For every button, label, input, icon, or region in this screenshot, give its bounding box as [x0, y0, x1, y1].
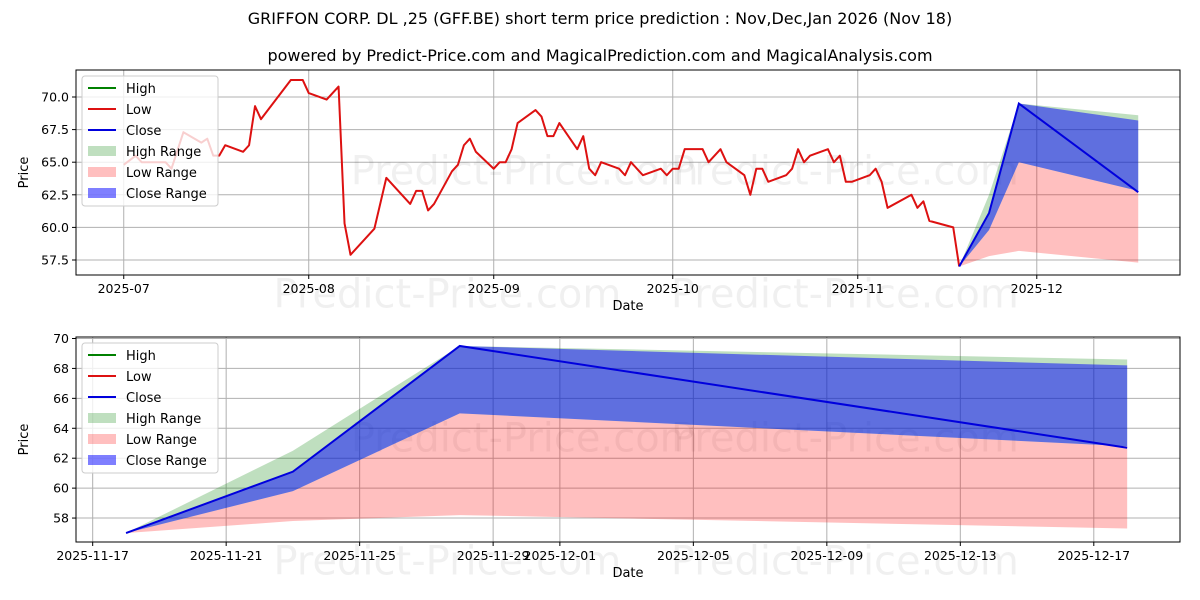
- x-tick-label: 2025-12-17: [1057, 548, 1130, 563]
- x-tick-label: 2025-12-13: [924, 548, 997, 563]
- x-tick-label: 2025-11: [832, 281, 884, 296]
- watermark: Predict-Price.com: [273, 539, 621, 585]
- chart-title: GRIFFON CORP. DL ,25 (GFF.BE) short term…: [247, 9, 953, 28]
- legend-swatch-patch: [88, 167, 116, 177]
- legend: High Low Close High Range Low Range Close Ran…: [81, 75, 219, 207]
- legend-label: Close Range: [126, 187, 207, 202]
- y-tick-label: 70: [53, 331, 69, 346]
- close-line: [958, 101, 1139, 268]
- y-tick-label: 64: [53, 421, 69, 436]
- low-range-band: [959, 162, 1139, 267]
- x-tick-label: 2025-12-05: [657, 548, 730, 563]
- legend-label: Low Range: [126, 433, 197, 448]
- x-tick-label: 2025-12-09: [791, 548, 864, 563]
- watermark: Predict-Price.com: [671, 539, 1019, 585]
- y-tick-label: 68: [53, 361, 69, 376]
- x-tick-label: 2025-09: [468, 281, 520, 296]
- legend-label: High Range: [126, 412, 201, 427]
- legend-swatch-patch: [88, 413, 116, 423]
- legend-swatch-patch: [88, 434, 116, 444]
- x-axis-label: Date: [612, 299, 643, 314]
- legend-label: Close: [126, 124, 161, 139]
- close-line: [125, 344, 1128, 534]
- y-axis-label: Price: [17, 424, 32, 456]
- y-tick-label: 58: [53, 511, 69, 526]
- chart-forecast: 2025-11-17 2025-11-21 2025-11-25 2025-11-29…: [17, 331, 1181, 585]
- y-tick-label: 67.5: [41, 122, 69, 137]
- close-range-band: [126, 345, 1128, 534]
- axes-frame: [75, 69, 1181, 276]
- legend-label: Close: [126, 391, 161, 406]
- chart-history: 2025-07 2025-08 2025-09 2025-10 2025-11 2025-…: [17, 69, 1181, 318]
- x-tick-label: 2025-10: [647, 281, 699, 296]
- legend-label: Low: [126, 103, 152, 118]
- legend-label: Low Range: [126, 166, 197, 181]
- low-line: [123, 79, 961, 267]
- x-tick-label: 2025-12-01: [524, 548, 597, 563]
- low-range-band: [126, 413, 1128, 534]
- y-tick-label: 60.0: [41, 220, 69, 235]
- y-tick-label: 66: [53, 391, 69, 406]
- watermark: Predict-Price.com: [671, 272, 1019, 318]
- y-tick-label: 60: [53, 481, 69, 496]
- y-tick-label: 70.0: [41, 89, 69, 104]
- y-tick-label: 62.5: [41, 187, 69, 202]
- x-tick-label: 2025-11-29: [457, 548, 530, 563]
- x-tick-label: 2025-11-21: [190, 548, 263, 563]
- legend-label: Low: [126, 370, 152, 385]
- x-tick-label: 2025-07: [98, 281, 150, 296]
- x-tick-label: 2025-11-17: [56, 548, 129, 563]
- close-range-band: [959, 103, 1139, 267]
- legend-label: High: [126, 82, 156, 97]
- y-tick-label: 62: [53, 451, 69, 466]
- y-tick-label: 65.0: [41, 155, 69, 170]
- legend-swatch-patch: [88, 188, 116, 198]
- axes-frame: [75, 336, 1181, 543]
- legend-swatch-patch: [88, 455, 116, 465]
- watermark: Predict-Price.com: [351, 149, 699, 195]
- legend-label: High: [126, 349, 156, 364]
- watermark: Predict-Price.com: [273, 272, 621, 318]
- legend-swatch-patch: [88, 146, 116, 156]
- watermark: Predict-Price.com: [671, 149, 1019, 195]
- x-tick-label: 2025-12: [1011, 281, 1063, 296]
- legend: High Low Close High Range Low Range Close Ran…: [81, 342, 219, 474]
- y-axis-label: Price: [17, 157, 32, 189]
- x-tick-label: 2025-11-25: [323, 548, 396, 563]
- plot-area: [123, 79, 1139, 268]
- plot-area: [125, 344, 1128, 534]
- legend-label: Close Range: [126, 454, 207, 469]
- x-axis-label: Date: [612, 566, 643, 581]
- legend-label: High Range: [126, 145, 201, 160]
- y-tick-label: 57.5: [41, 253, 69, 268]
- chart-subtitle: powered by Predict-Price.com and Magical…: [267, 46, 933, 65]
- x-tick-label: 2025-08: [283, 281, 335, 296]
